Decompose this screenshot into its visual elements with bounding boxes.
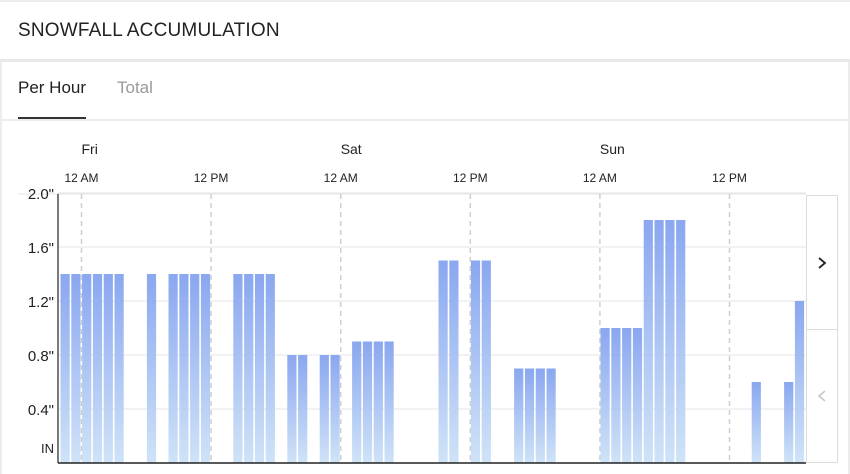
snowfall-bar [287, 355, 297, 463]
time-tick-label: 12 AM [64, 171, 98, 185]
snowfall-bar [265, 274, 275, 463]
snowfall-bar [751, 382, 761, 463]
header-divider [0, 59, 850, 62]
snowfall-bar [546, 368, 556, 463]
chevron-right-icon [818, 256, 827, 269]
card-header: SNOWFALL ACCUMULATION [0, 2, 850, 59]
snowfall-bar [71, 274, 81, 463]
snowfall-bar [535, 368, 545, 463]
day-label: Fri [82, 141, 98, 157]
snowfall-bar [643, 220, 653, 463]
y-tick-label: 1.6" [28, 240, 54, 257]
chart-nav-panel [806, 195, 838, 463]
time-tick-label: 12 PM [194, 171, 229, 185]
snowfall-bar [146, 274, 157, 463]
snowfall-bar [384, 341, 394, 463]
time-tick-label: 12 AM [583, 171, 617, 185]
snowfall-bar [622, 328, 632, 463]
snowfall-bar [254, 274, 265, 463]
snowfall-bar [190, 274, 200, 463]
y-unit-label: IN [41, 441, 54, 456]
snowfall-bar [654, 220, 664, 463]
chevron-left-icon [817, 389, 826, 402]
tab-per-hour[interactable]: Per Hour [18, 62, 87, 119]
snowfall-bar [330, 355, 340, 463]
day-label: Sat [341, 141, 362, 157]
snowfall-bar [794, 301, 805, 463]
snowfall-bar [114, 274, 124, 463]
snowfall-bar [298, 355, 308, 463]
tabs-divider [0, 119, 850, 121]
snowfall-bar [373, 341, 383, 463]
left-border [0, 62, 2, 474]
snowfall-bar [362, 341, 373, 463]
snowfall-bar [92, 274, 103, 463]
snowfall-bar [244, 274, 254, 463]
next-page-button[interactable] [807, 196, 837, 330]
snowfall-bar [449, 260, 459, 463]
snowfall-bar [470, 260, 481, 463]
tab-bar: Per Hour Total [0, 62, 850, 119]
snowfall-bar [352, 341, 362, 463]
snowfall-bar [82, 274, 92, 463]
snowfall-bar [200, 274, 211, 463]
snowfall-chart: 2.0" 1.6" 1.2" 0.8" 0.4" IN 12 AM 12 PM 12 AM 12 … [18, 141, 806, 464]
snowfall-bar [514, 368, 524, 463]
snowfall-bar [524, 368, 535, 463]
time-tick-label: 12 PM [712, 171, 747, 185]
y-tick-label: 2.0" [28, 186, 54, 203]
prev-page-button[interactable] [807, 329, 837, 462]
snowfall-bar [611, 328, 621, 463]
snowfall-bar [632, 328, 643, 463]
snowfall-bar [676, 220, 686, 463]
snowfall-bar [103, 274, 113, 463]
snowfall-bar [233, 274, 243, 463]
snowfall-bar [784, 382, 794, 463]
top-rule [0, 0, 850, 2]
snowfall-bar [438, 260, 448, 463]
snowfall-bar [179, 274, 189, 463]
snowfall-bar [319, 355, 329, 463]
snowfall-bar [665, 220, 675, 463]
tab-total[interactable]: Total [117, 78, 153, 97]
right-border [848, 62, 850, 474]
card-title: SNOWFALL ACCUMULATION [18, 19, 280, 41]
snowfall-bar [168, 274, 178, 463]
time-tick-label: 12 AM [324, 171, 358, 185]
snowfall-bar [600, 328, 610, 463]
snowfall-bar [481, 260, 491, 463]
snowfall-bar [60, 274, 70, 463]
y-tick-label: 0.8" [28, 348, 54, 365]
day-label: Sun [600, 141, 625, 157]
y-tick-label: 1.2" [28, 294, 54, 311]
y-tick-label: 0.4" [28, 402, 54, 419]
time-tick-label: 12 PM [453, 171, 488, 185]
